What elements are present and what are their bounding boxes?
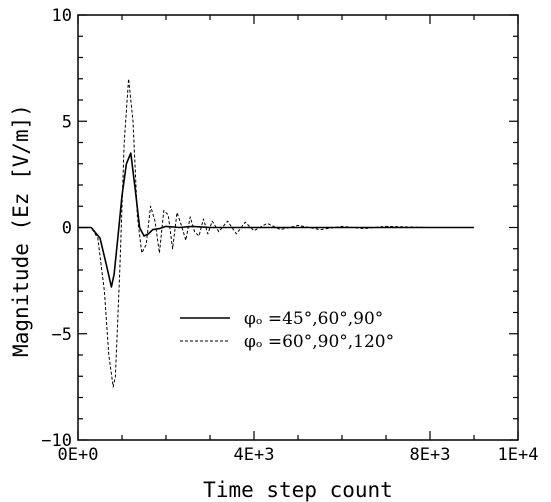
y-axis-label: Magnitude (Ez [V/m])	[9, 104, 33, 357]
y-tick-label: 10	[52, 6, 72, 26]
legend-label-1: φₒ =45°,60°,90°	[244, 309, 383, 329]
y-tick-label: −10	[41, 431, 72, 451]
series-line-1	[78, 152, 474, 288]
tick-labels: 0E+0 4E+3 8E+3 1E+4 −10 −5 0 5 10	[41, 6, 538, 465]
series-line-2	[78, 78, 474, 388]
x-tick-label: 0E+0	[58, 445, 99, 465]
x-tick-label: 4E+3	[234, 445, 275, 465]
y-tick-label: −5	[52, 325, 72, 345]
series-lines	[78, 78, 474, 388]
legend: φₒ =45°,60°,90° φₒ =60°,90°,120°	[180, 309, 394, 352]
x-axis-label: Time step count	[203, 478, 393, 502]
ticks	[77, 14, 519, 441]
x-tick-label: 8E+3	[410, 445, 451, 465]
legend-label-2: φₒ =60°,90°,120°	[244, 332, 394, 352]
y-tick-label: 5	[62, 112, 72, 132]
y-tick-label: 0	[62, 219, 72, 239]
x-tick-label: 1E+4	[498, 445, 539, 465]
